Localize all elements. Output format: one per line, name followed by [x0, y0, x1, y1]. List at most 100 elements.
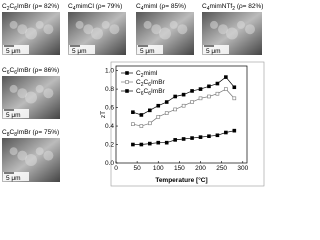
data-point — [156, 103, 161, 108]
data-point — [190, 136, 194, 140]
sem-texture — [151, 24, 162, 35]
y-tick-label: 0.0 — [105, 160, 114, 167]
sem-texture — [17, 150, 28, 161]
data-point — [156, 115, 161, 119]
data-point — [139, 142, 144, 147]
data-point — [156, 140, 161, 145]
data-point — [207, 94, 211, 99]
data-point — [139, 113, 144, 117]
scale-label: 5 μm — [6, 175, 21, 182]
scale-bar-bg — [3, 172, 29, 181]
scale-label: 5 μm — [140, 48, 155, 55]
legend-marker — [125, 71, 129, 75]
scale-bar-bg — [3, 109, 29, 118]
sem-texture — [35, 147, 44, 156]
data-point — [215, 133, 220, 138]
sem-texture — [17, 24, 28, 35]
sem-texture — [17, 88, 28, 99]
sem-texture — [75, 20, 84, 29]
sem-texture — [25, 154, 37, 166]
sem-texture — [177, 24, 188, 35]
data-point — [190, 89, 194, 93]
data-point — [148, 141, 152, 146]
panel-label: C4mimI (ρ= 85%) — [136, 3, 186, 13]
scale-bar-bg — [69, 45, 95, 54]
legend-label: C6C6ImBr — [136, 88, 166, 98]
data-point — [181, 103, 186, 108]
y-tick-label: 0.4 — [105, 123, 114, 130]
data-point — [181, 92, 186, 97]
scale-label: 5 μm — [72, 48, 87, 55]
panel-label: C4mimCl (ρ= 79%) — [68, 3, 122, 13]
sem-texture — [159, 27, 171, 40]
data-point — [164, 140, 169, 145]
scale-label: 5 μm — [206, 48, 221, 55]
data-point — [232, 85, 237, 90]
panel-label: C6C6ImBr (ρ= 86%) — [2, 67, 59, 77]
scale-bar-bg — [203, 45, 229, 54]
data-point — [131, 142, 135, 147]
scale-bar-bg — [3, 45, 29, 54]
data-point — [131, 122, 135, 126]
sem-texture — [35, 84, 44, 93]
data-point — [224, 130, 228, 135]
panel-label: C2C6ImBr (ρ= 82%) — [2, 3, 59, 13]
data-point — [164, 100, 169, 104]
sem-texture — [226, 27, 238, 40]
y-tick-label: 0.2 — [105, 141, 114, 148]
data-point — [215, 91, 220, 96]
plot-area — [115, 65, 248, 164]
data-point — [232, 128, 237, 133]
data-point — [173, 138, 177, 142]
sem-texture — [43, 24, 54, 35]
legend-marker — [125, 80, 129, 84]
data-point — [190, 100, 194, 104]
sem-texture — [210, 20, 218, 29]
sem-texture — [91, 27, 103, 40]
data-point — [139, 124, 144, 128]
sem-texture — [218, 24, 228, 35]
legend-label: C2mimI — [136, 70, 158, 80]
chart-frame — [110, 61, 265, 187]
x-tick-label: 150 — [174, 165, 185, 172]
data-point — [173, 107, 177, 112]
data-point — [224, 75, 228, 79]
y-axis-label: zT — [100, 111, 107, 118]
data-point — [224, 87, 228, 91]
scale-label: 5 μm — [6, 112, 21, 119]
data-point — [148, 108, 152, 113]
sem-texture — [83, 24, 94, 35]
x-tick-label: 250 — [216, 165, 227, 172]
sem-texture — [25, 27, 37, 40]
sem-texture — [35, 20, 44, 29]
x-tick-label: 50 — [134, 165, 142, 172]
sem-texture — [43, 150, 54, 161]
sem-texture — [143, 20, 152, 29]
data-point — [198, 87, 203, 91]
x-axis-label: Temperature [°C] — [155, 176, 207, 184]
y-tick-label: 0.6 — [105, 104, 114, 111]
data-point — [164, 111, 169, 115]
data-point — [232, 96, 237, 101]
sem-texture — [25, 91, 37, 104]
legend-label: C2C6ImBr — [136, 79, 166, 89]
y-tick-label: 1.0 — [105, 67, 114, 74]
sem-texture — [109, 24, 120, 35]
sem-texture — [101, 20, 110, 29]
x-tick-label: 300 — [237, 165, 248, 172]
scale-label: 5 μm — [6, 48, 21, 55]
sem-texture — [169, 20, 178, 29]
panel-label: C8C8ImBr (ρ= 75%) — [2, 129, 59, 139]
data-point — [131, 110, 135, 114]
data-point — [198, 135, 203, 139]
sem-texture — [237, 20, 245, 29]
x-tick-label: 200 — [195, 165, 206, 172]
sem-texture — [245, 24, 255, 35]
data-point — [181, 137, 186, 141]
data-point — [215, 81, 220, 86]
panel-label: C4mimNTf2 (ρ= 82%) — [202, 3, 263, 13]
sem-texture — [9, 84, 18, 93]
data-point — [198, 96, 203, 101]
x-tick-label: 100 — [153, 165, 164, 172]
sem-texture — [43, 88, 54, 99]
